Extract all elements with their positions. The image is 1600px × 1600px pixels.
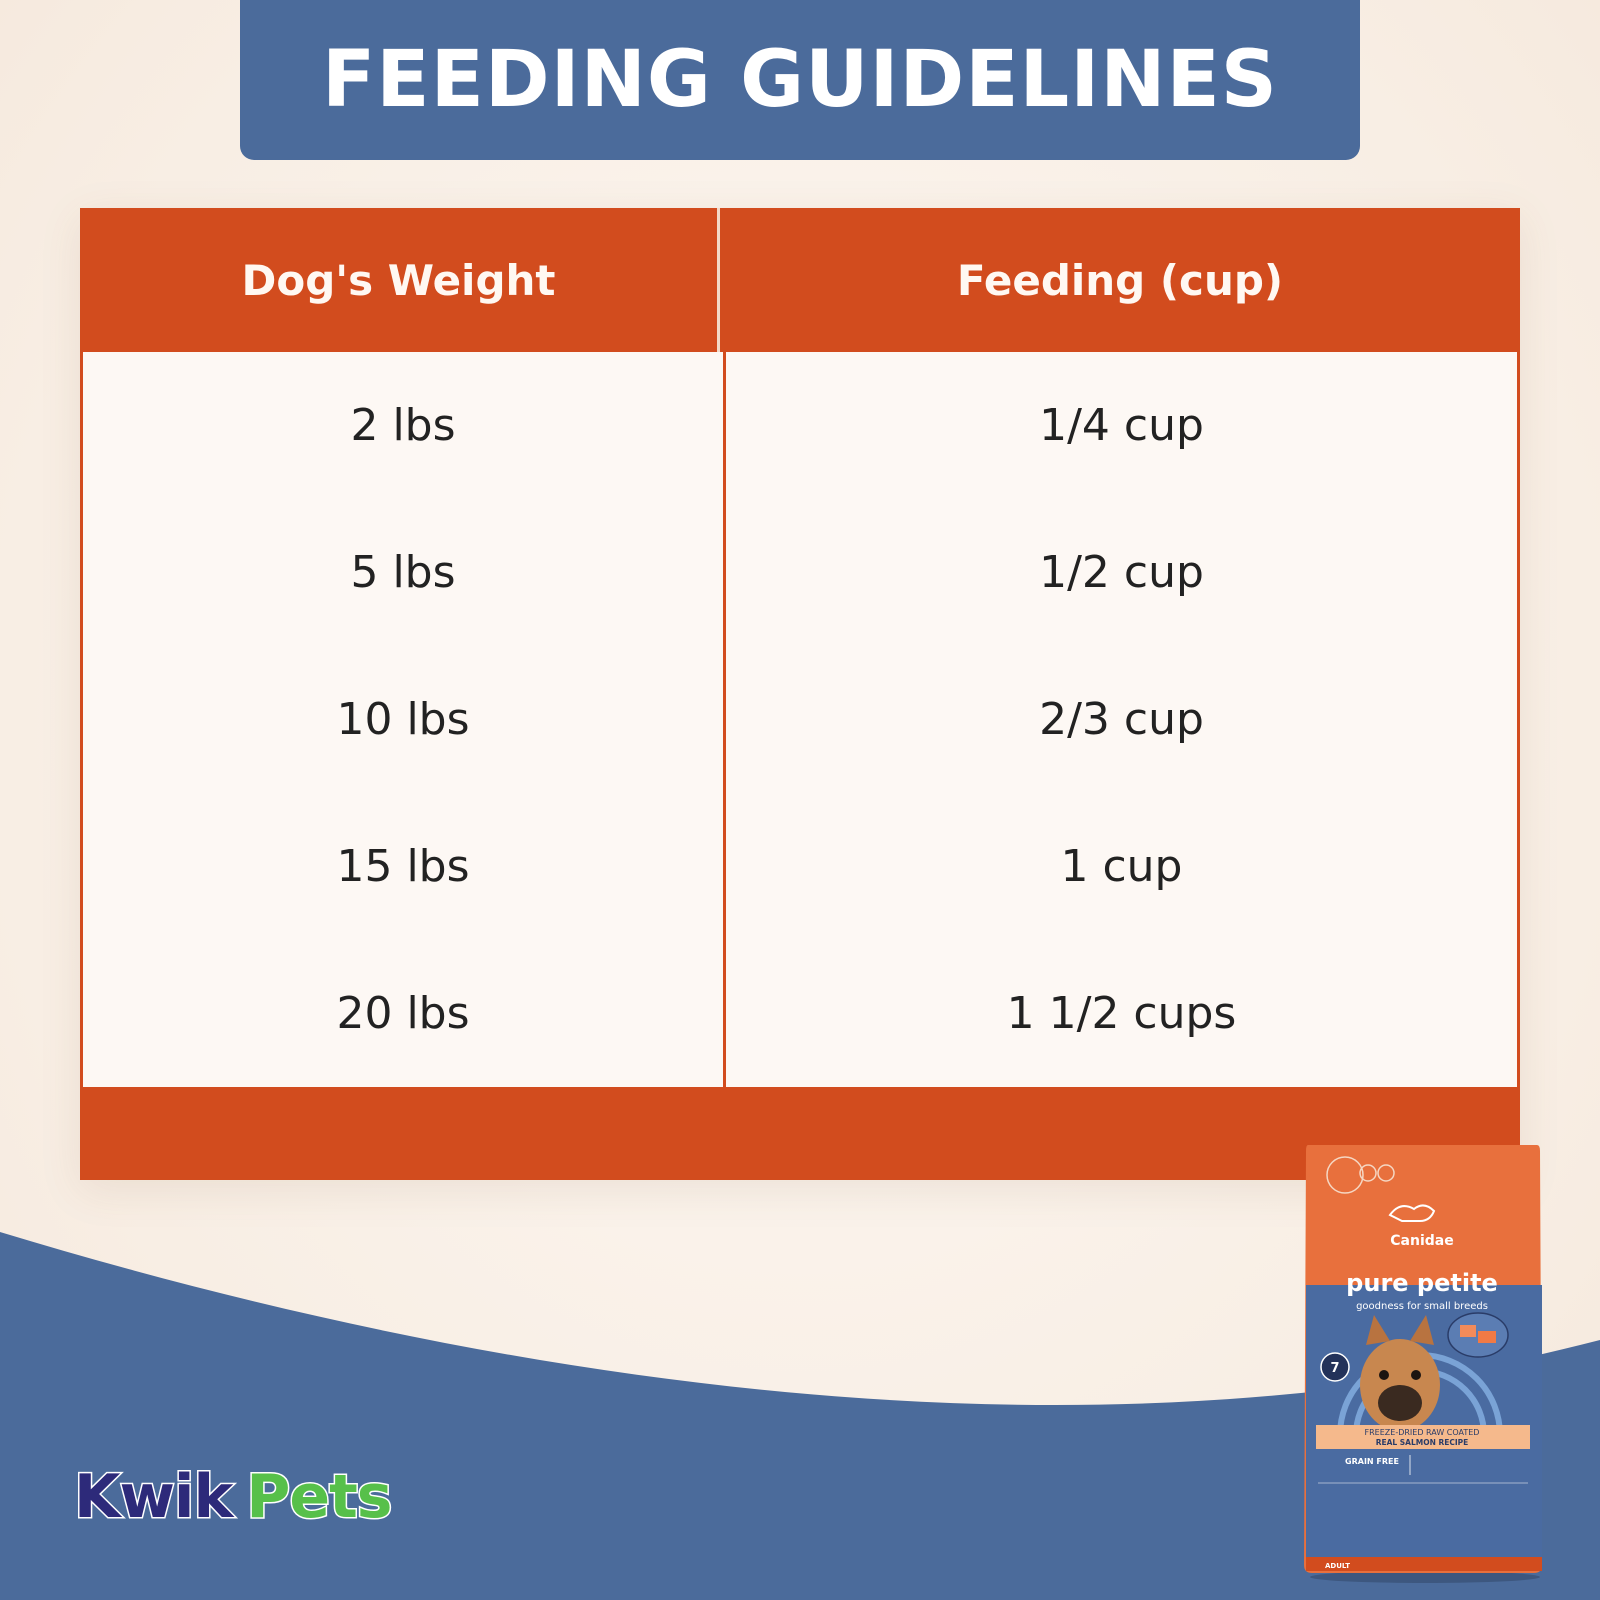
weight-cell: 2 lbs [83,352,723,499]
table-row: 10 lbs 2/3 cup [80,646,1520,793]
table-row: 15 lbs 1 cup [80,793,1520,940]
feeding-table: Dog's Weight Feeding (cup) 2 lbs 1/4 cup… [80,208,1520,1180]
product-bag-svg: Canidae pure petite goodness for small b… [1304,1145,1542,1583]
feeding-cell: 2/3 cup [726,646,1517,793]
product-recipe-line2: REAL SALMON RECIPE [1376,1438,1469,1447]
logo-kwik-text: Kwik [72,1461,234,1534]
ingredient-count-badge: 7 [1330,1361,1339,1376]
product-life-stage: ADULT [1325,1562,1350,1570]
feeding-cell: 1/2 cup [726,499,1517,646]
table-row: 5 lbs 1/2 cup [80,499,1520,646]
product-claim-text: GRAIN FREE [1345,1457,1399,1466]
weight-cell: 15 lbs [83,793,723,940]
weight-cell: 5 lbs [83,499,723,646]
feeding-cell: 1 cup [726,793,1517,940]
header-dogs-weight: Dog's Weight [80,208,720,352]
product-brand-text: Canidae [1390,1233,1453,1249]
product-recipe-line1: FREEZE-DRIED RAW COATED [1365,1428,1480,1437]
table-header: Dog's Weight Feeding (cup) [80,208,1520,352]
weight-cell: 10 lbs [83,646,723,793]
logo-pets-text: Pets [245,1461,394,1534]
title-banner: FEEDING GUIDELINES [240,0,1360,160]
kwik-pets-logo: Kwik Pets [72,1452,394,1542]
table-body: 2 lbs 1/4 cup 5 lbs 1/2 cup 10 lbs 2/3 c… [80,352,1520,1087]
weight-cell: 20 lbs [83,940,723,1087]
feeding-cell: 1/4 cup [726,352,1517,499]
header-feeding-cup: Feeding (cup) [956,255,1284,305]
feeding-cell: 1 1/2 cups [726,940,1517,1087]
product-name-text: pure petite [1346,1269,1498,1297]
table-row: 20 lbs 1 1/2 cups [80,940,1520,1087]
product-tagline-text: goodness for small breeds [1356,1301,1488,1312]
table-row: 2 lbs 1/4 cup [80,352,1520,499]
page-title: FEEDING GUIDELINES [322,35,1278,125]
product-bag-image: Canidae pure petite goodness for small b… [1300,1145,1545,1585]
